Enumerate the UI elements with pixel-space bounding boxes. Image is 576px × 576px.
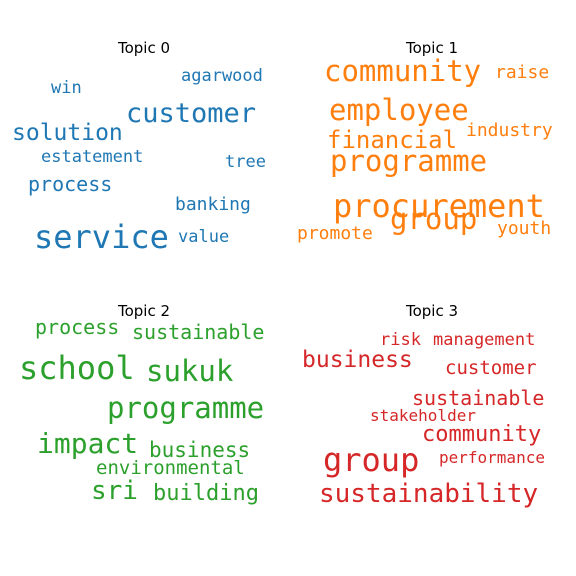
word-risk: risk [380, 330, 421, 350]
topic-panel: Topic 0 service customer solution process ba… [0, 0, 288, 288]
word-sustainable: sustainable [132, 320, 265, 344]
word-solution: solution [12, 120, 123, 146]
word-promote: promote [297, 223, 373, 244]
word-stakeholder: stakeholder [370, 406, 476, 425]
word-raise: raise [495, 62, 550, 83]
word-performance: performance [439, 448, 545, 467]
word-tree: tree [225, 152, 266, 172]
topic-panel: Topic 3 group sustainability business commu… [288, 288, 576, 576]
word-win: win [51, 78, 82, 98]
topic-panel: Topic 1 procurement community programme emp… [288, 0, 576, 288]
panel-title: Topic 2 [117, 302, 171, 320]
word-agarwood: agarwood [181, 66, 263, 86]
word-school: school [19, 349, 135, 387]
topic-panel: Topic 2 school programme sukuk impact sri bui… [0, 288, 288, 576]
word-group: group [323, 441, 420, 479]
word-process: process [28, 172, 113, 196]
word-estatement: estatement [41, 147, 144, 167]
word-youth: youth [497, 218, 552, 239]
word-employee: employee [329, 93, 469, 127]
word-business: business [149, 438, 251, 462]
word-sustainable: sustainable [412, 386, 545, 410]
word-industry: industry [466, 120, 553, 141]
word-community: community [422, 422, 542, 447]
word-environmental: environmental [96, 457, 245, 479]
word-building: building [153, 481, 259, 506]
word-process: process [35, 315, 120, 339]
word-community: community [324, 54, 482, 88]
word-sri: sri [91, 476, 138, 506]
word-financial: financial [327, 126, 458, 154]
word-programme: programme [107, 391, 265, 425]
word-business: business [302, 347, 413, 373]
word-management: management [433, 330, 536, 350]
word-banking: banking [175, 194, 251, 215]
word-value: value [178, 227, 230, 247]
word-service: service [34, 218, 169, 256]
word-group: group [390, 202, 478, 236]
word-impact: impact [37, 427, 139, 460]
word-customer: customer [126, 98, 257, 129]
panel-title: Topic 3 [405, 302, 459, 320]
word-programme: programme [330, 144, 488, 178]
word-customer: customer [445, 357, 537, 379]
word-sustainability: sustainability [319, 479, 539, 509]
panel-title: Topic 1 [405, 39, 459, 57]
word-procurement: procurement [333, 187, 545, 225]
panel-title: Topic 0 [117, 39, 171, 57]
word-sukuk: sukuk [146, 354, 234, 388]
